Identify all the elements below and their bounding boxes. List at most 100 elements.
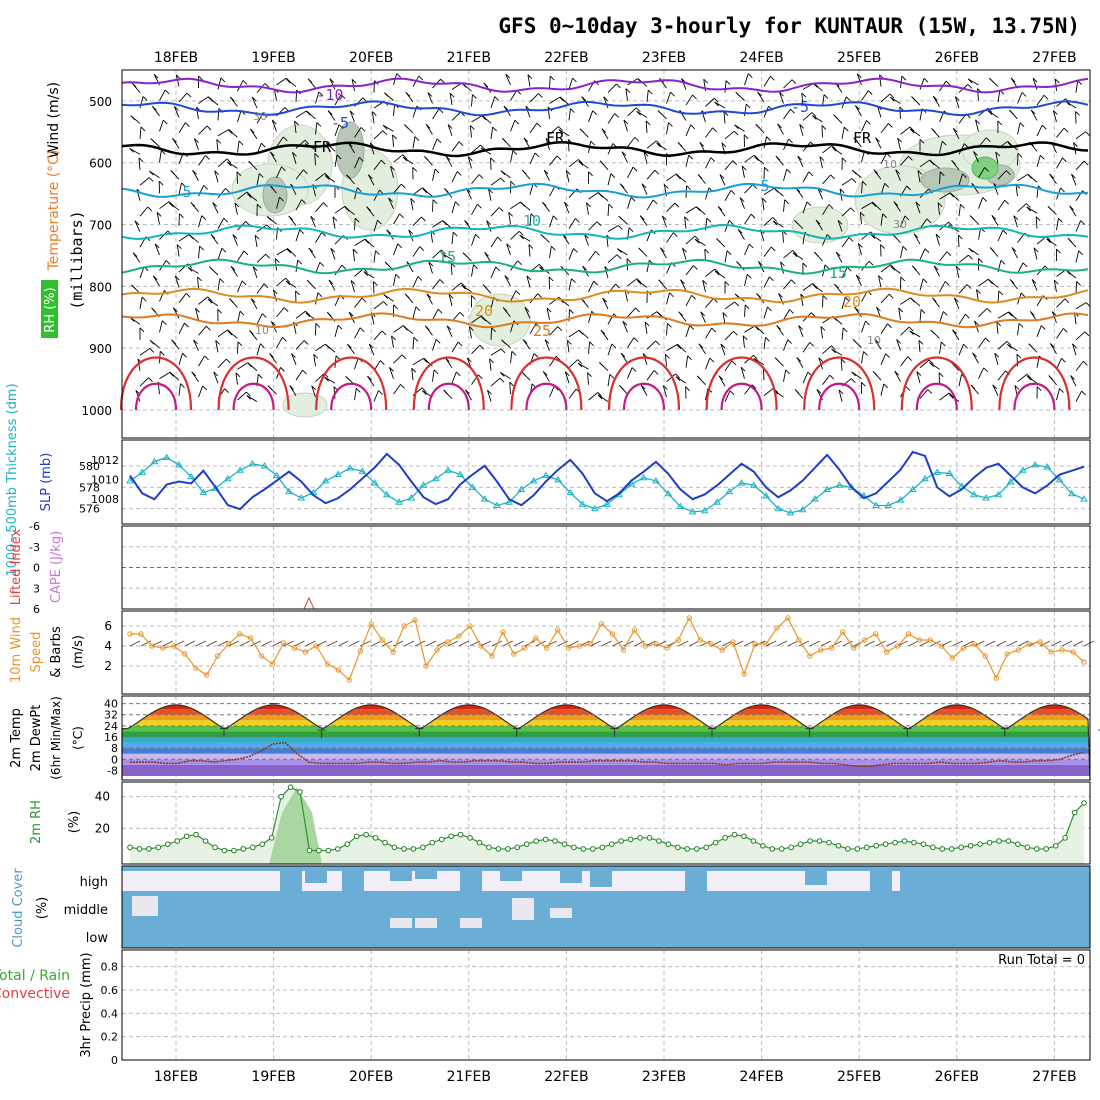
wind-barb [900,215,906,228]
wind-barb [1007,640,1018,647]
ylabel-speed: Speed [29,632,44,673]
wind-barb-flag [655,340,660,346]
wind-barb-flag [179,213,184,218]
wind-barb [973,151,979,163]
wind-barb [373,159,382,171]
wind-barb-flag [258,173,264,178]
wind-barb [743,640,755,647]
wind-barb-flag [215,340,221,345]
rh-point [1062,835,1068,841]
wind-barb [412,187,423,196]
wind-barb-flag [500,177,505,183]
wind-barb [627,307,636,318]
wind-barb [471,234,476,246]
wind-barb-flag [557,326,563,331]
temp-band [122,753,1090,760]
wind-barb-flag [424,325,430,331]
wind-barb-flag [402,156,408,162]
pressure-tick: 600 [89,157,112,171]
wind-barb [239,640,250,647]
wind-barb-flag [295,290,300,296]
wind-barb [783,108,791,120]
ylabel-rh-units: (%) [67,811,82,834]
wind-barb-flag [911,265,917,271]
wind-barb-flag [1011,247,1017,252]
slp-tick: 1010 [91,474,119,487]
wind-barb [354,388,357,401]
wind-barb-flag [263,283,269,289]
wind-barb-flag [364,238,370,244]
wind-barb [822,345,832,355]
wind-barb [315,91,320,104]
wind-barb-flag [913,233,919,239]
wind-barb [367,174,375,186]
wind-barb-flag [175,74,181,80]
wind-barb-flag [955,265,961,271]
wind-barb-flag [815,219,821,225]
wind-barb-flag [185,122,190,128]
wind-barb [1052,110,1057,123]
wind-barb [449,93,453,106]
wind-barb-flag [638,247,643,253]
day-tick-top: 25FEB [837,50,881,66]
wind-barb [685,355,689,368]
rh-point [514,844,521,851]
slp-tick: 1008 [91,493,119,506]
ylabel-wind10m: 10m Wind [9,617,24,683]
wind-barb-flag [499,372,505,377]
wind-barb-flag [427,92,433,97]
wind-barb-flag [968,247,974,253]
wind-barb-flag [194,138,199,143]
wind-barb [425,640,437,647]
wind-barb-flag [441,249,446,255]
wind-barb [958,173,963,186]
wind-barb [465,188,472,200]
rh-point [863,844,870,851]
wind-barb-flag [986,308,992,313]
panel-frame [121,439,1091,525]
wind-barb-flag [1009,109,1014,115]
wind-barb-flag [549,75,555,81]
wind-barb-flag [471,295,476,300]
thickness-point [774,504,783,512]
rh-point [1081,800,1087,806]
day-tick-bottom: 24FEB [739,1069,783,1085]
wind-barb-flag [530,213,536,219]
wind-barb-flag [949,192,955,198]
wind-barb-flag [907,356,912,361]
temp-tick: 24 [104,720,118,733]
wind-barb [451,341,459,353]
wind-barb [412,306,417,319]
rh-point [240,846,247,852]
wind-barb-flag [404,293,410,299]
wind-barb [237,341,239,354]
wind-barb [642,353,648,365]
wind-barb-flag [930,329,936,335]
wind-barb-flag [149,348,155,353]
wind-barb-flag [266,216,272,221]
wind-barb [178,293,187,304]
wind-barb-flag [876,306,881,312]
wind-barb [393,274,397,287]
wind-barb-flag [769,276,774,282]
wind-barb [666,202,676,212]
isotherm-label: 15 [438,248,456,266]
wind-barb-flag [461,284,466,290]
wind-barb-flag [948,221,953,227]
wind-barb-flag [326,311,332,317]
wind-barb [510,150,514,163]
wind-barb-flag [712,127,717,133]
wind-barb [646,370,655,381]
isotherm-line [121,287,1089,304]
wind-barb [237,80,244,92]
wind-barb-flag [737,229,743,234]
wind-barb [718,375,726,387]
wind-barb-flag [324,172,330,178]
wind-barb [705,187,710,200]
wind-barb-flag [665,353,670,359]
wind-barb [602,297,609,310]
wind-barb-flag [942,311,948,316]
ylabel-wind-units: (m/s) [71,635,86,669]
wind-barb-flag [661,215,667,221]
cloud-high-block [415,871,437,879]
